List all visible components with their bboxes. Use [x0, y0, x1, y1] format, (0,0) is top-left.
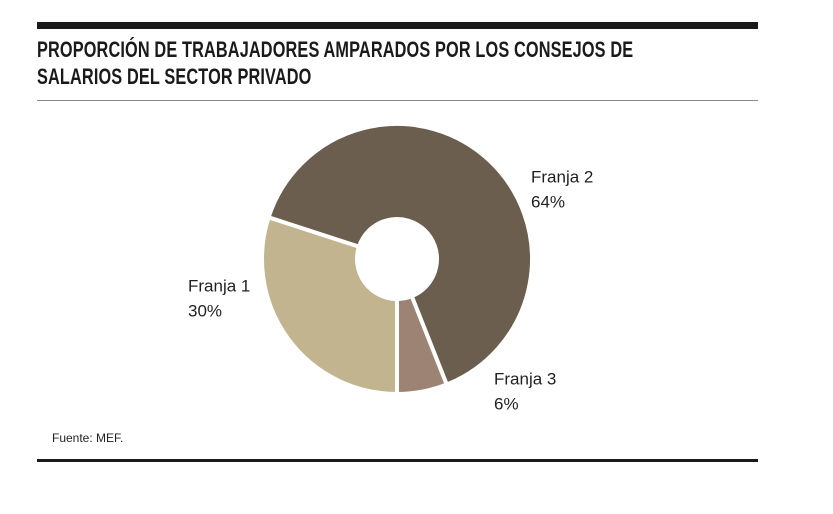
source: Fuente: MEF.	[52, 431, 123, 445]
slice-label: Franja 1	[188, 276, 250, 295]
top-bar	[37, 22, 758, 29]
slice-label: Franja 3	[494, 369, 556, 388]
chart-title: PROPORCIÓN DE TRABAJADORES AMPARADOS POR…	[37, 37, 634, 89]
value-label: 64%	[531, 192, 565, 211]
value-label: 30%	[188, 301, 222, 320]
donut-hole	[357, 219, 437, 299]
value-label: 6%	[494, 394, 519, 413]
slice-label: Franja 2	[531, 167, 593, 186]
